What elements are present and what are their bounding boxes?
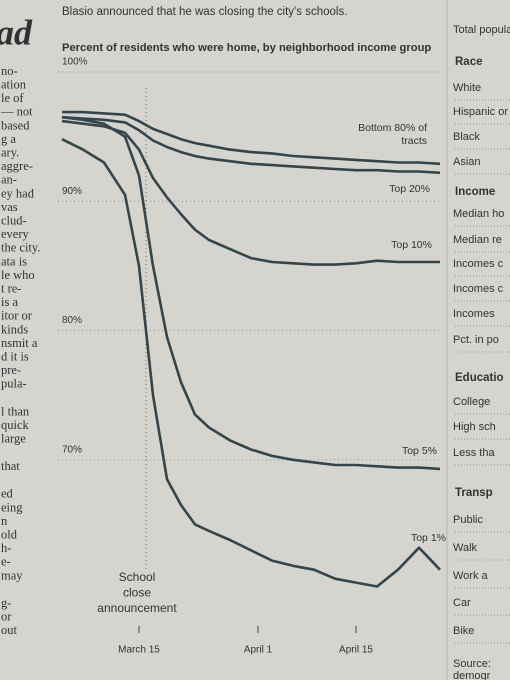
table-row-label: High sch: [453, 421, 496, 433]
body-text-line: t re-: [1, 281, 21, 295]
table-heading: Transp: [455, 487, 493, 499]
table-row-label: Hispanic or: [453, 106, 508, 118]
body-text-line: ata is: [1, 254, 27, 268]
body-text-line: the city.: [1, 241, 40, 255]
annotation-text: announcement: [97, 601, 177, 615]
series-label: Top 1%: [410, 532, 446, 544]
body-text-line: le of: [1, 91, 24, 105]
body-text-line: ation: [1, 77, 27, 91]
chart-title: Percent of residents who were home, by n…: [62, 42, 431, 54]
series-label: Top 10%: [391, 239, 432, 251]
body-text-line: pre-: [1, 363, 21, 377]
body-text-line: may: [1, 568, 23, 582]
body-text-line: aggre-: [1, 159, 33, 173]
table-heading: Educatio: [455, 372, 504, 384]
body-text-line: ey had: [1, 186, 35, 200]
header-text: Blasio announced that he was closing the…: [62, 6, 347, 18]
body-text-line: ary.: [1, 145, 19, 159]
body-text-line: based: [1, 118, 30, 132]
y-tick-label: 100%: [62, 57, 88, 68]
table-row-label: Source:: [453, 658, 491, 670]
annotation-text: close: [123, 586, 151, 600]
data-line: [61, 119, 440, 266]
series-label: Top 20%: [389, 183, 430, 195]
body-text-line: out: [1, 623, 18, 637]
body-text-line: vas: [1, 200, 18, 214]
body-text-line: quick: [1, 418, 30, 432]
table-row-label: Incomes: [453, 308, 495, 320]
table-row-label: Work a: [453, 570, 489, 582]
table-row-label: Median ho: [453, 208, 504, 220]
table-row-label: Incomes c: [453, 283, 504, 295]
body-text-line: nsmit a: [1, 336, 38, 350]
table-row-label: Bike: [453, 625, 474, 637]
body-text-line: an-: [1, 173, 17, 187]
table-row-label: Less tha: [453, 447, 495, 459]
table-row-label: Walk: [453, 542, 478, 554]
table-heading: Race: [455, 56, 483, 68]
body-text-line: old: [1, 527, 18, 541]
body-text-line: ed: [1, 487, 14, 501]
table-row-label: Pct. in po: [453, 334, 499, 346]
y-tick-label: 80%: [62, 315, 82, 326]
table-row-label: Median re: [453, 234, 502, 246]
body-text-line: pula-: [1, 377, 27, 391]
body-text-line: d it is: [1, 349, 29, 363]
series-label: Bottom 80% of tracts: [358, 122, 427, 147]
body-text-line: large: [1, 431, 26, 445]
body-text-line: no-: [1, 64, 18, 78]
body-text-line: n: [1, 514, 8, 528]
data-line: [61, 115, 441, 175]
body-text-line: clud-: [1, 213, 27, 227]
body-text-line: g a: [1, 132, 16, 146]
y-tick-label: 90%: [62, 186, 82, 197]
table-row-label: Public: [453, 514, 483, 526]
annotation-text: School: [119, 570, 156, 584]
heading-fragment: ad: [0, 12, 33, 52]
x-tick-label: April 1: [244, 645, 273, 656]
body-text-line: or: [1, 609, 12, 623]
body-text-line: eing: [1, 500, 23, 514]
body-text-line: h-: [1, 541, 11, 555]
table-row-label: Car: [453, 597, 471, 609]
table-heading: Income: [455, 186, 495, 198]
body-text-line: is a: [1, 295, 18, 309]
body-text-line: g-: [1, 596, 11, 610]
body-text-line: e-: [1, 555, 11, 569]
table-row-label: demogr: [453, 670, 491, 680]
body-text-line: le who: [1, 268, 35, 282]
data-line: [61, 115, 441, 471]
table-row-label: Asian: [453, 156, 481, 168]
table-row-label: Incomes c: [453, 258, 504, 270]
body-text-line: itor or: [1, 309, 33, 323]
table-row-label: Total popula: [453, 24, 510, 36]
data-line: [62, 110, 441, 166]
series-label: Top 5%: [401, 445, 437, 457]
x-tick-label: April 15: [339, 645, 373, 656]
body-text-line: every: [1, 227, 30, 241]
data-line: [61, 138, 441, 588]
table-row-label: College: [453, 396, 490, 408]
table-row-label: White: [453, 82, 481, 94]
y-tick-label: 70%: [62, 444, 82, 455]
table-row-label: Black: [453, 131, 480, 143]
body-text-line: kinds: [1, 322, 28, 336]
body-text-line: that: [1, 459, 20, 473]
body-text-line: — not: [0, 105, 33, 119]
x-tick-label: March 15: [118, 645, 160, 656]
body-text-line: l than: [1, 404, 30, 418]
